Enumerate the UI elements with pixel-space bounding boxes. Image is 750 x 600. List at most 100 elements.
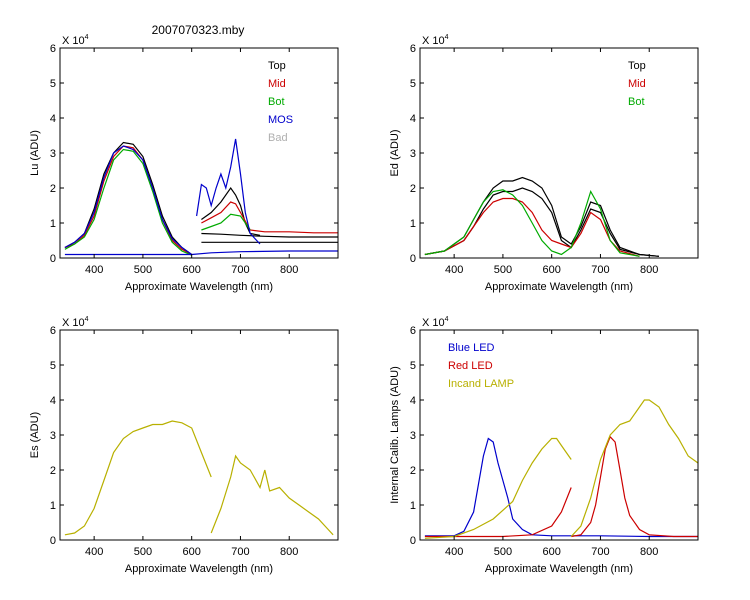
es-chart: 0 1 2 3 4 5 6 400 500 600 700 800 X 104 Approximate W… — [29, 316, 339, 575]
ed-chart: 0 1 2 3 4 5 6 400 500 600 700 800 X 104 Approximate W… — [389, 34, 699, 293]
es-ytick-label: 2 — [50, 465, 56, 477]
lu-series-bot-line — [64, 148, 192, 256]
cal-legend-blue-led: Blue LED — [448, 342, 495, 354]
cal-series-red-led-line — [571, 435, 698, 538]
ed-ytick-label: 4 — [410, 113, 416, 125]
ed-series-group — [424, 176, 660, 257]
ed-legend-mid: Mid — [628, 78, 646, 90]
cal-ytick-label: 0 — [410, 535, 416, 547]
lu-legend-mos: MOS — [268, 114, 293, 126]
ed-xtick-label: 400 — [445, 264, 463, 276]
es-ytick-label: 1 — [50, 500, 56, 512]
es-ylabel: Es (ADU) — [29, 412, 41, 458]
ed-exponent-power: 4 — [445, 34, 449, 41]
cal-ytick-label: 4 — [410, 395, 416, 407]
ed-xtick-label: 800 — [640, 264, 658, 276]
lu-legend-bad: Bad — [268, 132, 288, 144]
es-ytick-label: 4 — [50, 395, 56, 407]
cal-xtick-label: 700 — [591, 546, 609, 558]
es-series-es-line — [210, 454, 334, 536]
ed-series-top-line — [424, 187, 660, 257]
ed-xlabel: Approximate Wavelength (nm) — [485, 281, 633, 293]
cal-ytick-label: 6 — [410, 325, 416, 337]
ed-ytick-label: 0 — [410, 253, 416, 265]
es-ytick-label: 0 — [50, 535, 56, 547]
lu-legend-bot: Bot — [268, 96, 285, 108]
es-xtick-label: 600 — [183, 546, 201, 558]
ed-ylabel: Ed (ADU) — [389, 129, 401, 176]
lu-ytick-label: 0 — [50, 253, 56, 265]
cal-xtick-label: 600 — [543, 546, 561, 558]
lu-series-top-line — [201, 186, 261, 236]
ed-xtick-label: 700 — [591, 264, 609, 276]
ed-xtick-label: 600 — [543, 264, 561, 276]
es-xtick-label: 700 — [231, 546, 249, 558]
lu-ytick-label: 5 — [50, 78, 56, 90]
es-ytick-label: 3 — [50, 430, 56, 442]
ed-plot-frame — [419, 47, 699, 259]
lu-ylabel: Lu (ADU) — [29, 130, 41, 176]
lu-chart: 0 1 2 3 4 5 6 400 500 600 700 800 X 104 Approximate W… — [29, 34, 339, 293]
lu-xtick-label: 500 — [134, 264, 152, 276]
lu-series-mos-line — [196, 138, 261, 245]
ed-series-top-line — [424, 176, 660, 257]
lu-ytick-label: 1 — [50, 218, 56, 230]
cal-ytick-label: 3 — [410, 430, 416, 442]
es-xtick-label: 500 — [134, 546, 152, 558]
cal-exponent-label: X 104 — [422, 316, 449, 329]
lu-ytick-label: 3 — [50, 148, 56, 160]
cal-series-red-led-line — [424, 487, 572, 538]
es-ytick-label: 6 — [50, 325, 56, 337]
lu-legend-mid: Mid — [268, 78, 286, 90]
cal-xlabel: Approximate Wavelength (nm) — [485, 563, 633, 575]
lu-plot-frame — [59, 47, 339, 259]
ed-series-mid-line — [424, 197, 640, 257]
cal-series-incand-lamp-line — [570, 399, 698, 537]
lu-xtick-label: 400 — [85, 264, 103, 276]
cal-ytick-label: 2 — [410, 465, 416, 477]
ed-ytick-label: 1 — [410, 218, 416, 230]
lu-ytick-label: 4 — [50, 113, 56, 125]
lu-series-mos-line — [64, 250, 338, 256]
cal-ylabel: Internal Calib. Lamps (ADU) — [389, 366, 401, 504]
cal-series-incand-lamp-line — [424, 437, 572, 539]
es-xtick-label: 800 — [280, 546, 298, 558]
lu-series-top-line — [201, 232, 338, 238]
ed-ytick-label: 3 — [410, 148, 416, 160]
cal-xtick-label: 800 — [640, 546, 658, 558]
es-series-group — [64, 420, 334, 536]
es-xtick-label: 400 — [85, 546, 103, 558]
ed-ytick-label: 6 — [410, 43, 416, 55]
es-plot-frame — [59, 329, 339, 541]
cal-legend-red-led: Red LED — [448, 360, 493, 372]
cal-series-group — [424, 399, 698, 539]
cal-ytick-label: 1 — [410, 500, 416, 512]
cal-series-blue-led-line — [424, 437, 698, 538]
lu-xtick-label: 800 — [280, 264, 298, 276]
lu-exponent-power: 4 — [85, 34, 89, 41]
ed-ytick-label: 5 — [410, 78, 416, 90]
lu-xtick-label: 700 — [231, 264, 249, 276]
lu-legend-top: Top — [268, 60, 286, 72]
ed-legend-top: Top — [628, 60, 646, 72]
cal-ytick-label: 5 — [410, 360, 416, 372]
ed-legend-bot: Bot — [628, 96, 645, 108]
ed-ytick-label: 2 — [410, 183, 416, 195]
ed-xtick-label: 500 — [494, 264, 512, 276]
cal-xtick-label: 500 — [494, 546, 512, 558]
lu-xtick-label: 600 — [183, 264, 201, 276]
lu-series-group — [64, 138, 338, 256]
lu-series-mos-line — [64, 145, 193, 255]
cal-xtick-label: 400 — [445, 546, 463, 558]
cal-exponent-power: 4 — [445, 316, 449, 323]
ed-series-bot-line — [424, 189, 640, 257]
es-exponent-power: 4 — [85, 316, 89, 323]
ed-exponent-label: X 104 — [422, 34, 449, 47]
lu-xlabel: Approximate Wavelength (nm) — [125, 281, 273, 293]
cal-chart: 0 1 2 3 4 5 6 400 500 600 700 800 X 104 Approximate W… — [389, 316, 699, 575]
lu-exponent-label: X 104 — [62, 34, 89, 47]
lu-ytick-label: 6 — [50, 43, 56, 55]
lu-series-mid-line — [201, 201, 338, 234]
figure-title: 2007070323.mby — [152, 23, 245, 37]
